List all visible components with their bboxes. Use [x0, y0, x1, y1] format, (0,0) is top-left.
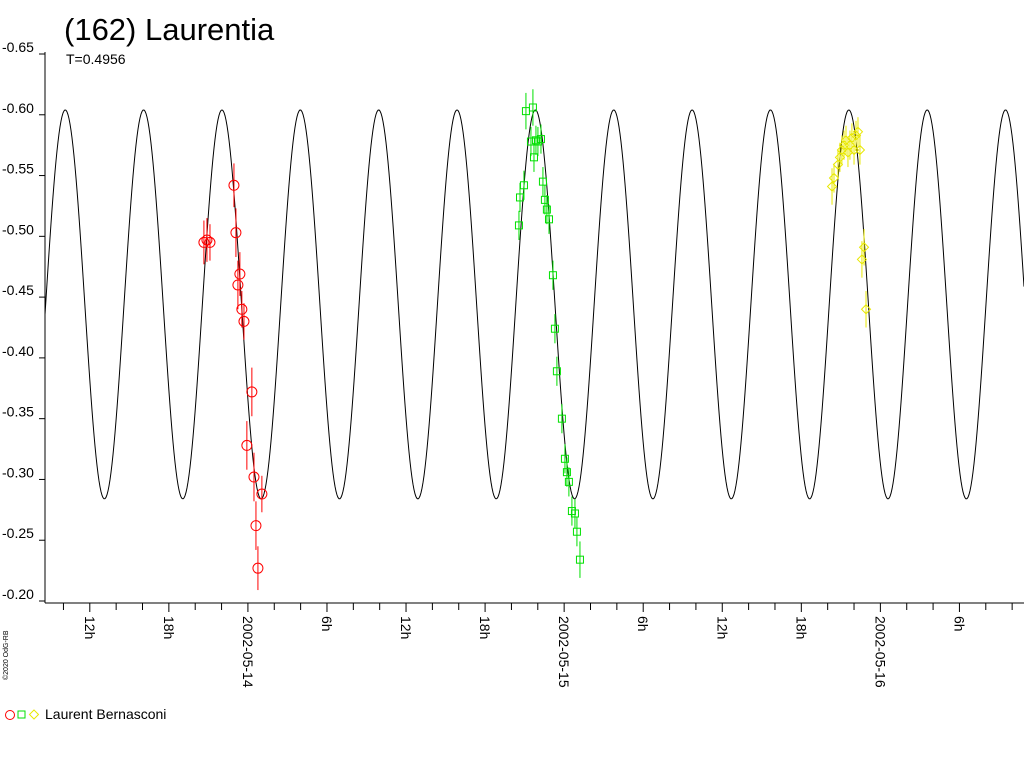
point — [234, 268, 246, 280]
point — [828, 172, 840, 184]
chart-title: (162) Laurentia — [64, 12, 275, 47]
x-tick-label: 6h — [951, 616, 967, 632]
point — [826, 181, 838, 192]
point — [519, 181, 528, 190]
y-tick-label: -0.50 — [2, 221, 34, 237]
y-tick-label: -0.30 — [2, 464, 34, 480]
point — [536, 135, 545, 144]
point — [236, 303, 248, 315]
point — [252, 562, 264, 574]
point — [514, 221, 523, 230]
point — [550, 324, 559, 333]
x-tick-label: 12h — [714, 616, 730, 639]
x-tick-label: 2002-05-15 — [556, 616, 572, 688]
x-tick-label: 6h — [635, 616, 651, 632]
point — [250, 520, 262, 532]
legend-label: Laurent Bernasconi — [45, 706, 166, 722]
x-tick-label: 2002-05-16 — [872, 616, 888, 688]
y-tick-label: -0.40 — [2, 343, 34, 359]
legend-symbol — [5, 710, 15, 720]
credit: ©2020 OdG-RB — [2, 630, 10, 680]
point — [201, 234, 213, 246]
point — [832, 159, 844, 170]
y-tick-label: -0.25 — [2, 525, 34, 541]
y-tick-label: -0.45 — [2, 282, 34, 298]
point — [230, 227, 242, 239]
y-tick-label: -0.65 — [2, 39, 34, 55]
point — [850, 130, 862, 141]
point — [204, 236, 216, 248]
point — [542, 205, 551, 214]
y-tick-label: -0.20 — [2, 586, 34, 602]
point — [552, 367, 561, 376]
point — [560, 454, 569, 463]
x-tick-label: 12h — [398, 616, 414, 639]
x-tick-label: 12h — [82, 616, 98, 639]
point — [232, 279, 244, 291]
x-tick-label: 6h — [319, 616, 335, 632]
legend-symbol — [17, 710, 26, 719]
point — [540, 195, 549, 204]
point — [572, 527, 581, 536]
point — [564, 477, 573, 486]
point — [854, 144, 866, 156]
point — [538, 177, 547, 186]
legend-symbol — [28, 709, 40, 720]
point — [256, 488, 268, 500]
x-tick-label: 18h — [477, 616, 493, 639]
point — [246, 386, 258, 398]
point — [557, 414, 566, 423]
point — [241, 439, 253, 451]
point — [834, 152, 846, 163]
point — [198, 236, 210, 248]
y-tick-label: -0.60 — [2, 100, 34, 116]
point — [528, 103, 537, 112]
y-tick-label: -0.55 — [2, 161, 34, 177]
point — [856, 254, 868, 265]
point — [531, 136, 540, 145]
point — [846, 132, 858, 144]
point — [570, 509, 579, 518]
point — [575, 555, 584, 564]
x-tick-label: 18h — [793, 616, 809, 639]
point — [858, 242, 870, 253]
point — [544, 215, 553, 224]
point — [562, 468, 571, 477]
chart-subtitle: T=0.4956 — [66, 51, 126, 67]
x-tick-label: 2002-05-14 — [240, 616, 256, 688]
point — [548, 271, 557, 280]
point — [860, 304, 872, 315]
point — [248, 471, 260, 483]
point — [529, 153, 538, 162]
point — [238, 315, 250, 327]
x-tick-label: 18h — [161, 616, 177, 639]
point — [228, 179, 240, 191]
y-tick-label: -0.35 — [2, 404, 34, 420]
point — [852, 126, 864, 138]
